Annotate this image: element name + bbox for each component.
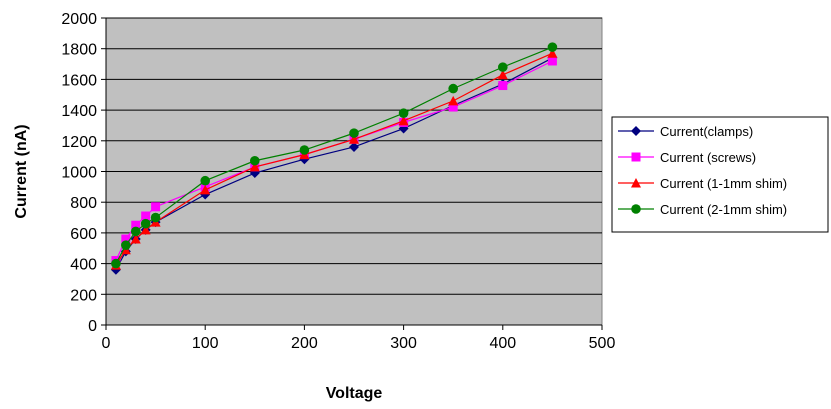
x-tick-label: 400 xyxy=(489,335,516,352)
data-point xyxy=(151,202,161,212)
data-point xyxy=(448,95,459,106)
x-tick-label: 0 xyxy=(102,335,111,352)
data-point xyxy=(547,42,558,52)
data-point xyxy=(140,218,151,229)
y-tick-label: 600 xyxy=(70,226,97,243)
data-point xyxy=(249,161,260,172)
data-point xyxy=(349,141,359,152)
plot-area xyxy=(105,17,603,326)
data-point xyxy=(111,258,121,269)
data-point xyxy=(448,102,458,112)
y-tick-label: 400 xyxy=(70,257,97,274)
data-point xyxy=(497,69,508,80)
data-point xyxy=(547,48,558,58)
y-tick-label: 1200 xyxy=(61,134,97,151)
data-point xyxy=(398,123,409,134)
legend-label: Current(clamps) xyxy=(660,124,753,139)
legend-box xyxy=(611,116,829,233)
data-point xyxy=(130,226,141,237)
data-point xyxy=(130,234,141,244)
data-point xyxy=(250,155,260,166)
y-tick-label: 1600 xyxy=(61,72,97,89)
data-point xyxy=(398,108,409,118)
data-point xyxy=(131,220,141,230)
x-tick-label: 300 xyxy=(390,335,417,352)
legend-item: Current (1-1mm shim) xyxy=(618,176,787,191)
x-tick-label: 100 xyxy=(192,335,219,352)
y-tick-label: 2000 xyxy=(61,11,97,28)
legend-marker xyxy=(631,204,641,214)
legend-item: Current (screws) xyxy=(618,150,756,165)
y-tick-label: 0 xyxy=(88,318,97,335)
data-point xyxy=(398,115,409,126)
legend-label: Current (1-1mm shim) xyxy=(660,176,787,191)
data-point xyxy=(121,234,131,244)
data-point xyxy=(141,211,151,221)
series-group xyxy=(110,42,558,275)
data-point xyxy=(498,62,508,72)
x-tick-label: 500 xyxy=(589,335,616,352)
data-point xyxy=(299,145,310,155)
y-tick-label: 1400 xyxy=(61,103,97,120)
data-point xyxy=(140,224,151,235)
legend: Current(clamps) Current (screws) Current (… xyxy=(611,116,829,233)
legend-label: Current (2-1mm shim) xyxy=(660,202,787,217)
legend-label: Current (screws) xyxy=(660,150,756,165)
legend-marker xyxy=(631,126,641,136)
data-point xyxy=(349,128,359,138)
data-point xyxy=(349,134,359,144)
y-tick-label: 200 xyxy=(70,287,97,304)
legend-marker xyxy=(631,152,641,162)
y-tick-label: 800 xyxy=(70,195,97,212)
legend-item: Current (2-1mm shim) xyxy=(618,202,787,217)
legend-marker xyxy=(631,178,641,188)
data-point xyxy=(200,175,210,186)
data-point xyxy=(448,83,459,94)
x-tick-label: 200 xyxy=(291,335,318,352)
data-point xyxy=(200,184,211,195)
x-axis-title: Voltage xyxy=(326,385,383,402)
data-point xyxy=(547,56,557,66)
axes: 0 200 400 600 800 1000 1200 1400 1600 1800 2000 0 10… xyxy=(61,11,615,352)
data-point xyxy=(498,81,508,91)
y-tick-label: 1800 xyxy=(61,42,97,59)
y-axis-title: Current (nA) xyxy=(13,124,30,218)
data-point xyxy=(150,212,161,223)
data-point xyxy=(121,240,131,250)
y-tick-label: 1000 xyxy=(61,165,97,182)
legend-item: Current(clamps) xyxy=(618,124,753,139)
series-4 xyxy=(111,42,558,269)
